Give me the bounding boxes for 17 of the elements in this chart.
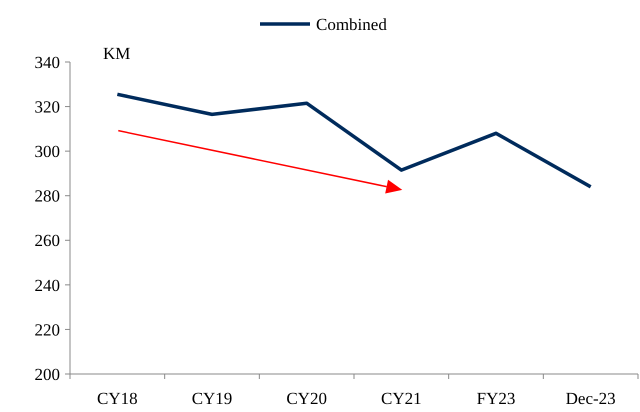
y-tick-label: 220 xyxy=(34,320,60,340)
y-tick-label: 340 xyxy=(34,52,60,72)
x-tick-label: CY20 xyxy=(286,389,327,408)
y-tick-label: 300 xyxy=(34,142,60,162)
y-tick-label: 200 xyxy=(34,364,60,384)
y-tick-label: 240 xyxy=(34,276,60,295)
y-tick-label: 320 xyxy=(34,98,60,117)
x-tick-label: CY19 xyxy=(192,389,232,408)
y-axis-title: KM xyxy=(103,44,130,63)
x-tick-label: FY23 xyxy=(476,389,516,408)
y-tick-label: 280 xyxy=(34,186,60,206)
x-tick-label: CY18 xyxy=(97,389,138,408)
x-tick-label: CY21 xyxy=(381,389,422,408)
line-series xyxy=(116,92,592,189)
y-tick-label: 260 xyxy=(34,231,60,250)
x-tick-label: Dec-23 xyxy=(566,389,616,408)
legend-label: Combined xyxy=(316,14,388,34)
